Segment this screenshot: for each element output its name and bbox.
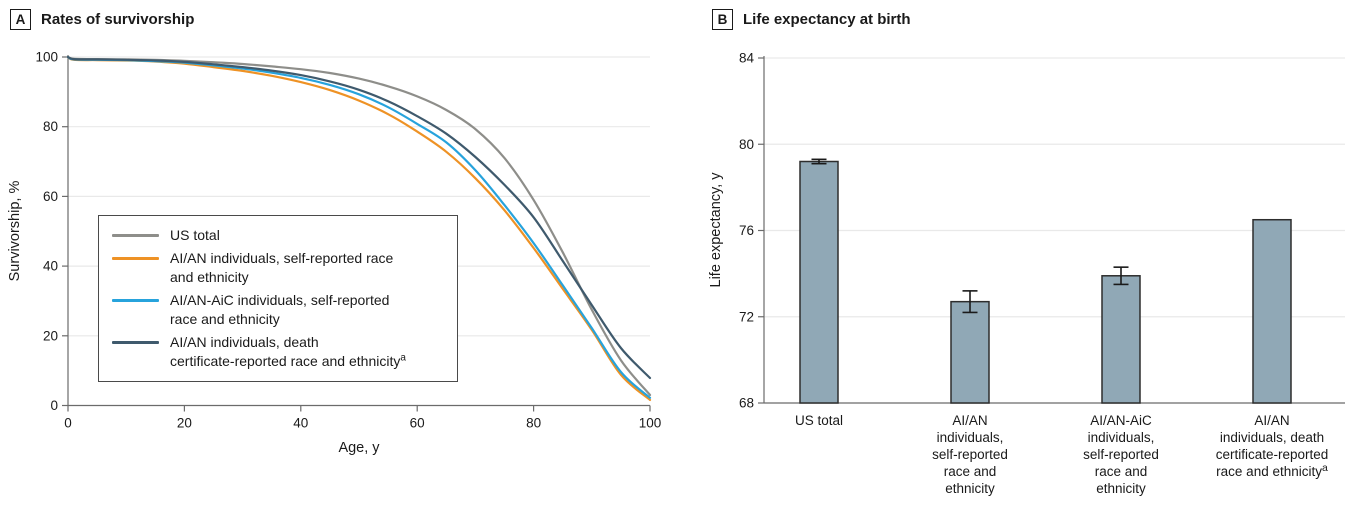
y-tick-label: 80 bbox=[739, 137, 754, 152]
legend-item-ai-an-individuals-death-certificate-reported-race-and-ethnicity: AI/AN individuals, death certificate-repo… bbox=[112, 333, 449, 371]
legend-item-ai-an-individuals-self-reported-race-and-ethnicity: AI/AN individuals, self-reported race and… bbox=[112, 249, 449, 287]
y-tick-label: 80 bbox=[43, 119, 58, 134]
x-category-label: individuals, bbox=[937, 430, 1004, 445]
panel-a-header: A Rates of survivorship bbox=[10, 9, 194, 30]
legend-label: AI/AN individuals, self-reported race and… bbox=[170, 250, 394, 285]
x-category-label: self-reported bbox=[932, 447, 1008, 462]
x-category-label: race and ethnicitya bbox=[1216, 462, 1328, 479]
x-category-label: certificate-reported bbox=[1216, 447, 1329, 462]
y-tick-label: 20 bbox=[43, 328, 58, 343]
y-tick-label: 68 bbox=[739, 396, 754, 411]
x-category-label: AI/AN bbox=[952, 413, 987, 428]
footnote-marker: a bbox=[400, 352, 406, 364]
legend-swatch bbox=[112, 341, 159, 344]
x-tick-label: 100 bbox=[639, 416, 662, 431]
x-category-label: ethnicity bbox=[1096, 481, 1146, 496]
y-axis-label-life-expectancy: Life expectancy, y bbox=[708, 172, 724, 288]
panel-b-label: B bbox=[712, 9, 733, 30]
x-category-label: ethnicity bbox=[945, 481, 995, 496]
x-category-label: race and bbox=[1095, 464, 1148, 479]
x-tick-label: 0 bbox=[64, 416, 72, 431]
legend-item-ai-an-aic-individuals-self-reported-race-and-ethnicity: AI/AN-AiC individuals, self-reported race… bbox=[112, 291, 449, 329]
legend-label: US total bbox=[170, 227, 220, 243]
x-category-label: AI/AN bbox=[1254, 413, 1289, 428]
y-tick-label: 100 bbox=[35, 50, 58, 65]
x-category-label: individuals, death bbox=[1220, 430, 1324, 445]
panel-b-header: B Life expectancy at birth bbox=[712, 9, 911, 30]
series-line-ai-an-individuals-death-certificate-reported-race-and-ethnicity bbox=[66, 55, 652, 380]
y-tick-label: 60 bbox=[43, 189, 58, 204]
legend-label: AI/AN-AiC individuals, self-reported race… bbox=[170, 292, 390, 327]
x-category-label: self-reported bbox=[1083, 447, 1159, 462]
x-tick-label: 60 bbox=[410, 416, 425, 431]
y-tick-label: 76 bbox=[739, 223, 754, 238]
legend-swatch bbox=[112, 257, 159, 260]
bar-ai-an-individuals-self-reported-race-and-ethnicity bbox=[950, 300, 990, 404]
survivorship-line-chart: 0 20 40 60 80 100 0 20 40 60 80 100 bbox=[35, 50, 662, 431]
y-tick-label: 40 bbox=[43, 259, 58, 274]
legend: US total AI/AN individuals, self-reported… bbox=[98, 215, 458, 382]
bar-us-total bbox=[799, 160, 839, 404]
y-tick-label: 0 bbox=[50, 398, 58, 413]
x-tick-label: 40 bbox=[293, 416, 308, 431]
panel-a-label: A bbox=[10, 9, 31, 30]
footnote-marker: a bbox=[1322, 462, 1328, 474]
panel-a-title: Rates of survivorship bbox=[41, 11, 195, 28]
x-category-label: individuals, bbox=[1088, 430, 1155, 445]
panel-b-title: Life expectancy at birth bbox=[743, 11, 911, 28]
life-expectancy-bar-chart: 68 72 76 80 84 US total AI/AN individuals, self-… bbox=[739, 51, 1345, 496]
y-tick-label: 72 bbox=[739, 309, 754, 324]
bar-ai-an-aic-individuals-self-reported-race-and-ethnicity bbox=[1101, 275, 1141, 404]
x-tick-label: 80 bbox=[526, 416, 541, 431]
x-category-label: AI/AN-AiC bbox=[1090, 413, 1152, 428]
y-axis-label-survivorship: Survivorship, % bbox=[7, 180, 23, 282]
legend-swatch bbox=[112, 299, 159, 302]
bar-ai-an-individuals-death-certificate-reported-race-and-ethnicity bbox=[1252, 218, 1292, 404]
legend-item-us-total: US total bbox=[112, 226, 449, 245]
x-category-label: race and bbox=[944, 464, 997, 479]
legend-label: AI/AN individuals, death certificate-repo… bbox=[170, 334, 406, 369]
legend-swatch bbox=[112, 234, 159, 237]
x-tick-label: 20 bbox=[177, 416, 192, 431]
y-tick-label: 84 bbox=[739, 51, 755, 66]
x-category-label: US total bbox=[795, 413, 843, 428]
x-axis-label-age: Age, y bbox=[338, 440, 380, 456]
